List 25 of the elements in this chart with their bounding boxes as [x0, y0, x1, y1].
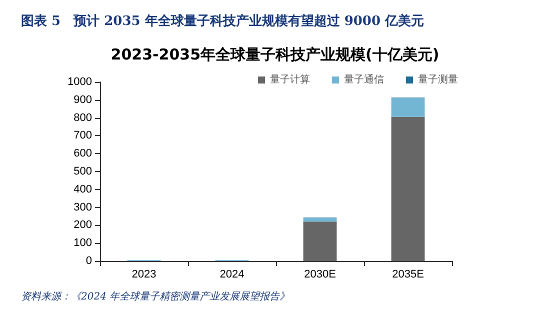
x-tick-label: 2024: [220, 268, 244, 280]
bar: [391, 116, 425, 261]
legend-label: 量子测量: [418, 74, 458, 86]
chart-subtitle: 2023-2035年全球量子科技产业规模(十亿美元): [110, 46, 440, 64]
legend-label: 量子通信: [344, 74, 384, 86]
x-tick-label: 2030E: [304, 268, 336, 280]
y-tick-label: 600: [74, 148, 92, 160]
y-tick-label: 900: [74, 94, 92, 106]
y-tick-label: 500: [74, 166, 92, 178]
y-tick-label: 800: [74, 112, 92, 124]
y-tick-label: 700: [74, 130, 92, 142]
legend-label: 量子计算: [270, 74, 310, 86]
y-tick-label: 200: [74, 219, 92, 232]
x-tick-label: 2023: [132, 268, 156, 280]
bar: [303, 218, 337, 222]
y-tick-label: 300: [74, 201, 92, 214]
x-tick-label: 2035E: [392, 268, 424, 280]
y-tick-label: 1000: [68, 76, 92, 88]
bar: [303, 222, 337, 261]
text: 资料来源：《2024 年全球量子精密测量产业发展展望报告》: [21, 290, 290, 302]
bar: [391, 98, 425, 117]
y-tick-label: 100: [74, 237, 92, 250]
y-tick-label: 0: [86, 255, 92, 267]
chart-title: 图表 5 预计 2035 年全球量子科技产业规模有望超过 9000 亿美元: [21, 13, 424, 29]
y-tick-label: 400: [74, 183, 92, 196]
